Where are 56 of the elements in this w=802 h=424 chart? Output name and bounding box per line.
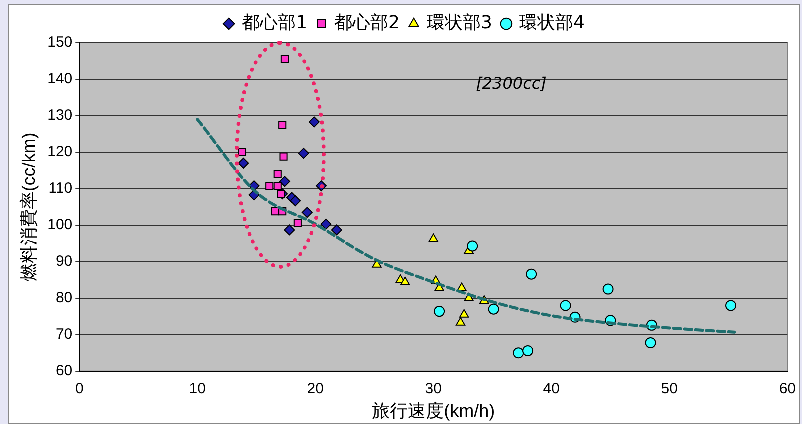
y-tick-label: 140 [48,70,73,88]
point [298,148,310,160]
point [274,182,282,190]
point [560,300,572,312]
point [280,55,289,64]
point [456,317,466,326]
point [526,268,538,280]
point [278,121,287,130]
y-axis-title: 燃料消費率(cc/km) [18,132,39,282]
point [400,276,410,286]
point [279,176,290,188]
x-tick-label: 60 [779,380,796,398]
point [284,224,296,236]
legend-label: 都心部1 [242,12,308,34]
point [294,219,302,228]
point [513,348,524,359]
x-tick-label: 40 [543,380,560,398]
y-tick-label: 110 [48,180,73,198]
point [434,306,446,318]
y-tick-label: 120 [48,144,73,161]
x-tick-label: 10 [189,380,206,398]
x-tick-label: 50 [661,380,678,398]
point [320,218,332,230]
point [266,182,274,190]
point [308,116,320,128]
x-axis-title: 旅行速度(km/h) [372,401,496,422]
legend-label: 環状部4 [519,12,585,34]
point [238,148,247,156]
point [645,337,656,348]
point [602,284,614,295]
legend-label: 環状部3 [427,12,492,34]
point [459,309,470,318]
point [290,195,302,206]
point [488,304,500,315]
point [726,300,737,312]
point [238,158,250,169]
point [280,152,288,161]
y-tick-label: 80 [56,290,73,307]
y-tick-label: 150 [48,34,73,52]
y-tick-label: 70 [56,326,73,344]
x-tick-label: 0 [75,380,84,398]
point [467,240,478,252]
point [428,234,438,242]
y-tick-label: 100 [48,216,73,234]
line-series [196,118,736,334]
y-tick-label: 60 [56,362,73,380]
x-tick-label: 30 [425,380,442,398]
point [274,170,282,178]
point [331,224,342,236]
legend-label: 都心部2 [334,12,400,34]
x-tick-label: 20 [307,380,324,398]
point [522,345,534,356]
y-tick-label: 130 [48,107,73,124]
annotation: [2300cc] [476,74,547,94]
point [302,207,313,218]
y-tick-label: 90 [56,253,73,270]
